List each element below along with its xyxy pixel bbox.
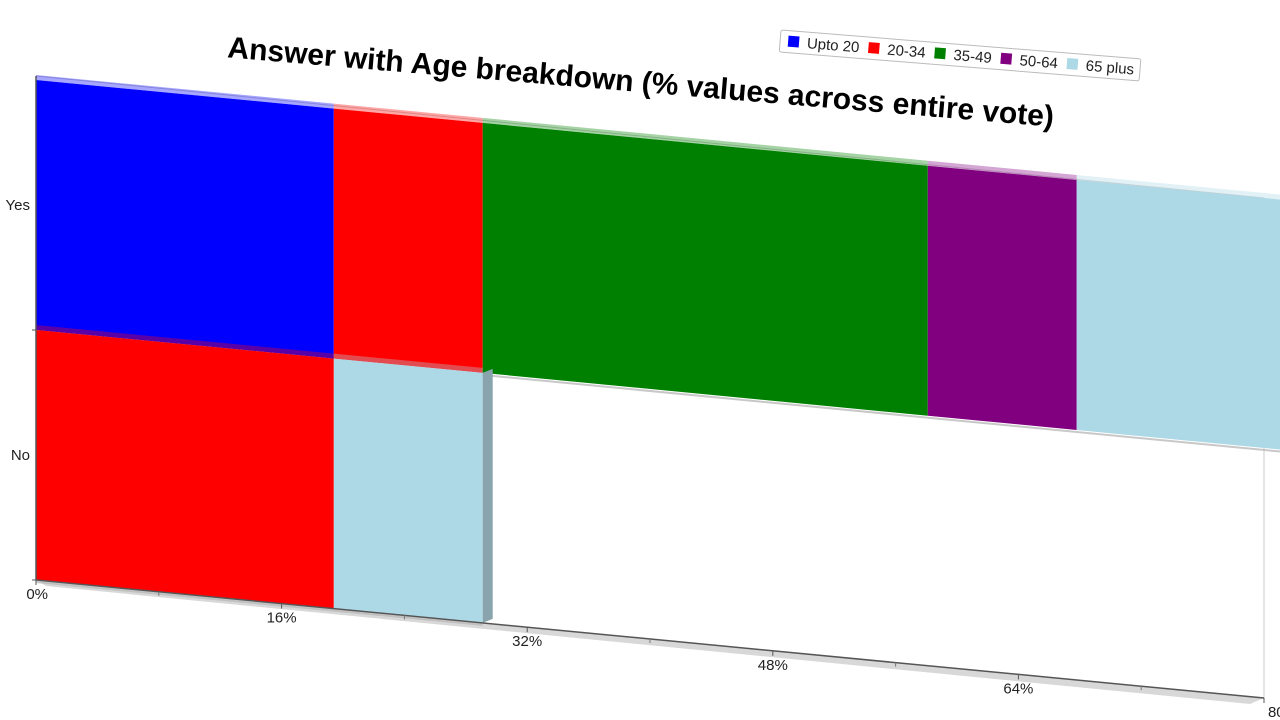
plot-top-edge <box>35 75 1265 199</box>
legend-item-65-plus[interactable]: 65 plus <box>1066 56 1135 78</box>
bar-top <box>927 160 1077 180</box>
legend-swatch <box>1066 58 1079 70</box>
legend-item-50-64[interactable]: 50-64 <box>1000 51 1059 73</box>
bar-face <box>333 108 483 373</box>
bar-shadow-no <box>35 581 483 626</box>
bar-yes-upto-20[interactable] <box>36 75 334 359</box>
legend-swatch <box>934 47 946 60</box>
bar-face <box>36 330 334 609</box>
bar-no-65-plus[interactable] <box>333 353 483 623</box>
axes-layer: Yes No 0% 16% 32% 48% 64% 80% <box>6 76 1280 720</box>
x-tick-label-32: 32% <box>512 633 542 650</box>
bars-layer <box>35 75 1280 626</box>
bar-top <box>333 353 483 373</box>
bar-face <box>482 122 928 416</box>
bar-top <box>36 325 334 359</box>
legend-label: 50-64 <box>1019 52 1059 72</box>
bar-face <box>1076 180 1280 450</box>
legend-swatch <box>787 35 800 48</box>
legend-item-upto-20[interactable]: Upto 20 <box>787 34 860 57</box>
legend-item-20-34[interactable]: 20-34 <box>867 40 927 62</box>
bar-yes-20-34[interactable] <box>333 103 483 373</box>
bar-no-20-34[interactable] <box>36 325 334 609</box>
bar-end-depth-no <box>482 368 493 623</box>
y-tick-label-no: No <box>11 447 30 464</box>
legend-swatch <box>1000 52 1013 65</box>
bar-face <box>333 358 483 623</box>
bar-top <box>36 75 334 109</box>
bar-top <box>333 103 483 123</box>
legend-label: Upto 20 <box>806 35 860 56</box>
legend-swatch <box>867 42 880 54</box>
y-tick-label-yes: Yes <box>6 197 30 214</box>
legend-label: 20-34 <box>887 42 927 62</box>
bar-yes-65-plus[interactable] <box>1076 175 1280 473</box>
bar-face <box>36 80 334 359</box>
legend-label: 65 plus <box>1085 58 1135 79</box>
bar-yes-35-49[interactable] <box>482 117 928 416</box>
legend-item-35-49[interactable]: 35-49 <box>934 45 993 67</box>
x-tick-label-0: 0% <box>26 586 48 603</box>
x-tick-label-64: 64% <box>1003 680 1033 697</box>
legend-label: 35-49 <box>953 47 993 67</box>
x-tick-label-48: 48% <box>758 657 788 674</box>
bar-yes-50-64[interactable] <box>927 160 1077 430</box>
legend[interactable]: Upto 20 20-34 35-49 50-64 65 plus <box>778 29 1142 82</box>
x-tick-label-16: 16% <box>267 610 297 627</box>
bar-face <box>927 165 1077 430</box>
bar-top <box>1076 175 1280 200</box>
bar-top <box>482 117 928 166</box>
x-tick-label-80: 80% <box>1268 704 1280 720</box>
